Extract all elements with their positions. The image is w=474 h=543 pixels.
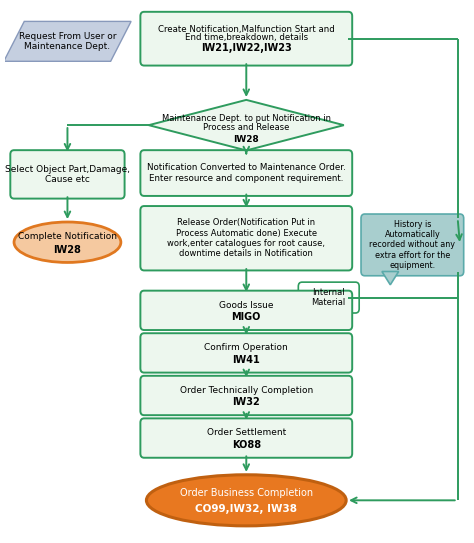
Text: Goods Issue: Goods Issue (219, 300, 273, 310)
FancyBboxPatch shape (140, 333, 352, 372)
Text: Release Order(Notification Put in
Process Automatic done) Execute
work,enter cat: Release Order(Notification Put in Proces… (167, 218, 325, 258)
Polygon shape (382, 272, 399, 285)
FancyBboxPatch shape (140, 12, 352, 66)
Text: Internal
Material: Internal Material (311, 288, 346, 307)
Text: Request From User or
Maintenance Dept.: Request From User or Maintenance Dept. (18, 31, 116, 51)
Text: Order Business Completion: Order Business Completion (180, 488, 313, 498)
Text: IW41: IW41 (232, 355, 260, 365)
Text: CO99,IW32, IW38: CO99,IW32, IW38 (195, 504, 297, 514)
Ellipse shape (146, 475, 346, 526)
FancyBboxPatch shape (140, 150, 352, 196)
Text: Order Technically Completion: Order Technically Completion (180, 386, 313, 395)
Polygon shape (4, 21, 131, 61)
FancyBboxPatch shape (140, 376, 352, 415)
FancyBboxPatch shape (361, 214, 464, 276)
Text: IW21,IW22,IW23: IW21,IW22,IW23 (201, 43, 292, 53)
Text: Notification Converted to Maintenance Order.
Enter resource and component requir: Notification Converted to Maintenance Or… (147, 163, 346, 183)
Text: IW32: IW32 (232, 397, 260, 407)
Text: Select Object Part,Damage,
Cause etc: Select Object Part,Damage, Cause etc (5, 165, 130, 184)
Text: Order Settlement: Order Settlement (207, 428, 286, 437)
Text: IW28: IW28 (54, 245, 82, 255)
Text: KO88: KO88 (232, 440, 261, 450)
Text: Confirm Operation: Confirm Operation (204, 343, 288, 352)
Text: Create Notification,Malfunction Start and: Create Notification,Malfunction Start an… (158, 24, 335, 34)
Text: Maintenance Dept. to put Notification in: Maintenance Dept. to put Notification in (162, 115, 331, 123)
FancyBboxPatch shape (140, 291, 352, 330)
Text: Complete Notification: Complete Notification (18, 232, 117, 241)
FancyBboxPatch shape (140, 418, 352, 458)
Text: MIGO: MIGO (232, 312, 261, 322)
Text: Process and Release: Process and Release (203, 123, 290, 132)
Text: End time,breakdown, details: End time,breakdown, details (185, 33, 308, 42)
Text: History is
Automatically
recorded without any
extra effort for the
equipment.: History is Automatically recorded withou… (369, 219, 456, 270)
Text: IW28: IW28 (233, 135, 259, 143)
FancyBboxPatch shape (140, 206, 352, 270)
FancyBboxPatch shape (10, 150, 125, 199)
Ellipse shape (14, 222, 121, 262)
Polygon shape (149, 100, 344, 150)
FancyBboxPatch shape (298, 282, 359, 313)
